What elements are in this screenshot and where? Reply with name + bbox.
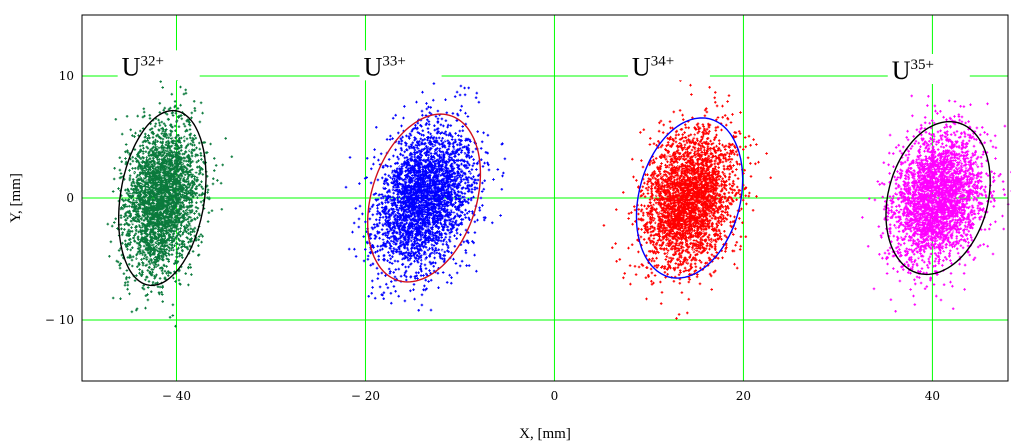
tick-labels: − 40 − 20 0 20 40 10 0 − 10 bbox=[45, 69, 940, 403]
scatter-points bbox=[603, 75, 772, 320]
y-axis-label: Y, [mm] bbox=[8, 173, 24, 223]
charge-state: 33+ bbox=[382, 53, 405, 69]
charge-state: 35+ bbox=[911, 57, 934, 73]
y-tick-label: 10 bbox=[59, 69, 74, 83]
x-tick-label: − 20 bbox=[351, 389, 380, 403]
x-tick-label: − 40 bbox=[162, 389, 191, 403]
x-tick-label: 0 bbox=[551, 389, 559, 403]
y-tick-label: 0 bbox=[66, 191, 74, 205]
scatter-series bbox=[603, 75, 772, 320]
ion-symbol: U bbox=[364, 52, 383, 81]
x-tick-label: 20 bbox=[736, 389, 751, 403]
ion-symbol: U bbox=[122, 52, 141, 81]
scatter-points bbox=[107, 78, 234, 327]
y-tick-label: − 10 bbox=[45, 313, 74, 327]
x-axis-label: X, [mm] bbox=[519, 426, 571, 442]
scatter-series bbox=[107, 78, 234, 327]
ion-symbol: U bbox=[632, 52, 651, 81]
x-tick-label: 40 bbox=[925, 389, 940, 403]
series-labels: U32+ U33+ U34+ U35+ bbox=[118, 50, 970, 85]
scatter-layer bbox=[107, 75, 1011, 328]
charge-state: 34+ bbox=[651, 53, 674, 69]
charge-state: 32+ bbox=[140, 53, 163, 69]
ion-symbol: U bbox=[892, 56, 911, 85]
